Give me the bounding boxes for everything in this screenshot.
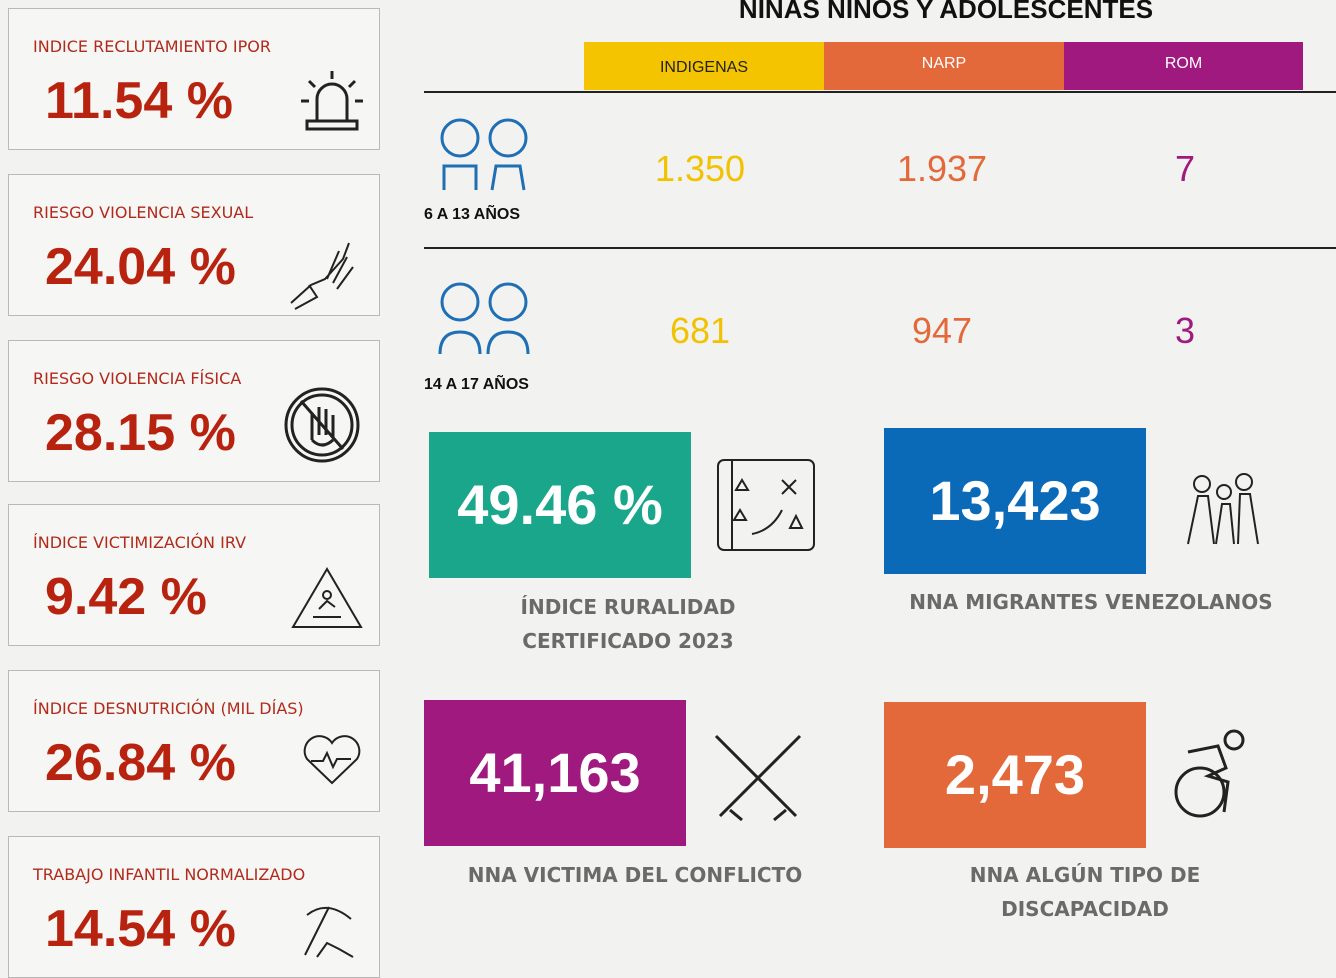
population-value: 7 (1065, 148, 1305, 190)
indicator-value: 24.04 % (45, 237, 236, 297)
indicator-label: TRABAJO INFANTIL NORMALIZADO (33, 865, 305, 884)
map-icon (712, 450, 822, 562)
page: NNA {"header":{"title":"NIÑAS NIÑOS Y AD… (0, 0, 1336, 978)
indicator-card: ÍNDICE DESNUTRICIÓN (MIL DÍAS) 26.84 % (8, 670, 380, 812)
population-value: 1.350 (580, 148, 820, 190)
migrants-icon (1180, 470, 1264, 548)
age-label: 6 A 13 AÑOS (424, 206, 520, 224)
indicator-card: TRABAJO INFANTIL NORMALIZADO 14.54 % (8, 836, 380, 978)
population-value: 1.937 (822, 148, 1062, 190)
heart-icon (297, 729, 367, 789)
column-header: INDIGENAS (584, 42, 824, 90)
children-icon (436, 114, 546, 196)
wheelchair-icon (1168, 726, 1254, 818)
page-title: NIÑAS NIÑOS Y ADOLESCENTES (560, 0, 1332, 25)
indicator-label: ÍNDICE VICTIMIZACIÓN IRV (33, 533, 246, 552)
highlight-caption: NNA VICTIMA DEL CONFLICTO (430, 858, 840, 892)
indicator-card: INDICE RECLUTAMIENTO IPOR 11.54 % (8, 8, 380, 150)
indicator-card: ÍNDICE VICTIMIZACIÓN IRV 9.42 % (8, 504, 380, 646)
population-value: 681 (580, 310, 820, 352)
population-value: 947 (822, 310, 1062, 352)
highlight-caption: ÍNDICE RURALIDAD CERTIFICADO 2023 (488, 590, 768, 658)
indicator-label: RIESGO VIOLENCIA FÍSICA (33, 369, 241, 388)
highlight-box: 13,423 (884, 428, 1146, 574)
siren-icon (297, 67, 367, 137)
dashboard: NIÑAS NIÑOS Y ADOLESCENTES INDICE RECLUT… (0, 0, 1336, 978)
divider (424, 91, 1336, 93)
warning-icon (287, 563, 367, 633)
highlight-caption: NNA MIGRANTES VENEZOLANOS (884, 585, 1298, 619)
hand-icon (287, 233, 367, 313)
highlight-box: 2,473 (884, 702, 1146, 848)
highlight-box: 41,163 (424, 700, 686, 846)
indicator-value: 26.84 % (45, 733, 236, 793)
indicator-value: 11.54 % (45, 71, 233, 131)
indicator-label: INDICE RECLUTAMIENTO IPOR (33, 37, 271, 56)
indicator-card: RIESGO VIOLENCIA FÍSICA 28.15 % (8, 340, 380, 482)
teens-icon (436, 278, 536, 356)
pickaxe-icon (297, 895, 367, 965)
indicator-value: 28.15 % (45, 403, 236, 463)
indicator-card: RIESGO VIOLENCIA SEXUAL 24.04 % (8, 174, 380, 316)
age-label: 14 A 17 AÑOS (424, 376, 529, 394)
indicator-value: 14.54 % (45, 899, 236, 959)
indicator-label: ÍNDICE DESNUTRICIÓN (MIL DÍAS) (33, 699, 304, 718)
highlight-box: 49.46 % (429, 432, 691, 578)
stop-hand-icon (277, 385, 367, 465)
population-value: 3 (1065, 310, 1305, 352)
column-header: NARP (824, 42, 1064, 90)
divider (424, 247, 1336, 249)
indicator-value: 9.42 % (45, 567, 207, 627)
highlight-caption: NNA ALGÚN TIPO DE DISCAPACIDAD (940, 858, 1230, 926)
rifles-icon (710, 730, 806, 826)
indicator-label: RIESGO VIOLENCIA SEXUAL (33, 203, 253, 222)
column-header: ROM (1064, 42, 1303, 90)
